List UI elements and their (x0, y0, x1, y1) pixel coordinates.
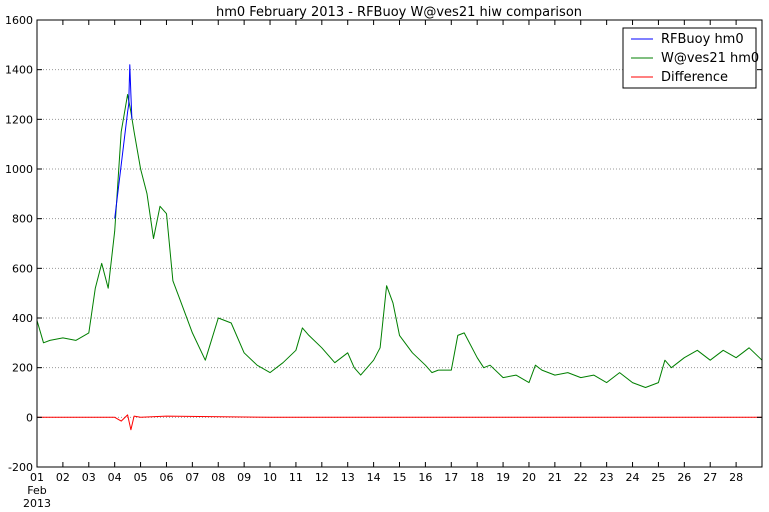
x-tick-label: 01 (30, 471, 44, 484)
x-tick-label: 26 (677, 471, 691, 484)
x-tick-sublabel: 2013 (23, 497, 51, 510)
y-tick-label: 0 (26, 411, 33, 424)
x-tick-sublabel: Feb (27, 484, 46, 497)
y-tick-label: 200 (12, 362, 33, 375)
x-tick-label: 19 (496, 471, 510, 484)
x-tick-label: 08 (211, 471, 225, 484)
series-line-0 (114, 64, 133, 219)
x-tick-label: 20 (522, 471, 536, 484)
x-tick-label: 04 (108, 471, 122, 484)
x-tick-label: 17 (444, 471, 458, 484)
series-line-2 (37, 414, 762, 431)
y-tick-label: 1400 (5, 64, 33, 77)
x-tick-label: 21 (548, 471, 562, 484)
x-tick-label: 22 (574, 471, 588, 484)
y-tick-label: 1200 (5, 113, 33, 126)
chart-title: hm0 February 2013 - RFBuoy W@ves21 hiw c… (216, 5, 582, 20)
x-tick-label: 16 (418, 471, 432, 484)
x-tick-label: 03 (82, 471, 96, 484)
y-tick-label: 1600 (5, 14, 33, 27)
legend-label: Difference (661, 70, 728, 85)
x-axis: 01 02 03 04 05 06 07 08 09 10 11 12 13 14 15 16 17 18 19 20… (23, 20, 743, 510)
x-tick-label: 14 (367, 471, 381, 484)
x-tick-label: 13 (341, 471, 355, 484)
series-line-1 (36, 94, 763, 388)
series-layer (36, 64, 763, 431)
x-tick-label: 12 (315, 471, 329, 484)
legend-label: W@ves21 hm0 (661, 51, 759, 66)
x-tick-label: 06 (159, 471, 173, 484)
x-tick-label: 09 (237, 471, 251, 484)
x-tick-label: 27 (703, 471, 717, 484)
x-tick-label: 11 (289, 471, 303, 484)
x-tick-label: 10 (263, 471, 277, 484)
x-tick-label: 25 (651, 471, 665, 484)
y-tick-label: -200 (8, 461, 33, 474)
x-tick-label: 02 (56, 471, 70, 484)
legend-label: RFBuoy hm0 (661, 32, 744, 47)
x-tick-label: 15 (393, 471, 407, 484)
x-tick-label: 23 (600, 471, 614, 484)
x-tick-label: 24 (626, 471, 640, 484)
x-tick-label: 18 (470, 471, 484, 484)
x-tick-label: 28 (729, 471, 743, 484)
y-axis: -200 0 200 400 600 800 1000 1200 1400 1600 (5, 14, 762, 474)
y-tick-label: 1000 (5, 163, 33, 176)
plot-background (37, 20, 762, 467)
y-tick-label: 600 (12, 262, 33, 275)
x-tick-label: 07 (185, 471, 199, 484)
x-tick-label: 05 (134, 471, 148, 484)
legend: RFBuoy hm0 W@ves21 hm0 Difference (622, 27, 759, 89)
y-tick-label: 400 (12, 312, 33, 325)
y-tick-label: 800 (12, 213, 33, 226)
